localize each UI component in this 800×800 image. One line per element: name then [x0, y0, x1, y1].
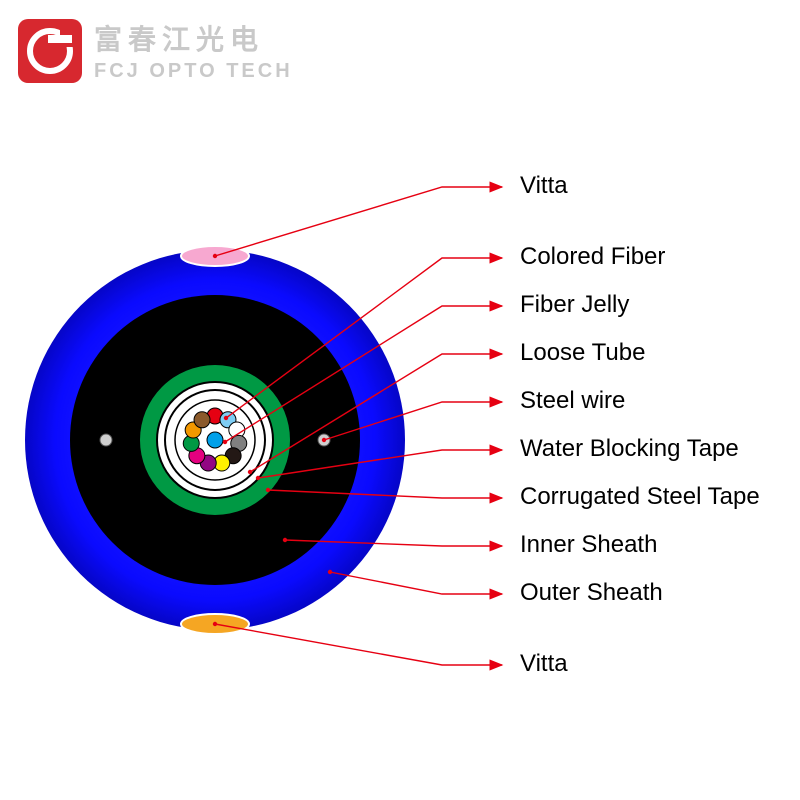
label-corrugated: Corrugated Steel Tape — [520, 483, 760, 511]
label-water_blocking: Water Blocking Tape — [520, 435, 739, 463]
label-colored_fiber: Colored Fiber — [520, 243, 665, 271]
label-outer_sheath: Outer Sheath — [520, 579, 663, 607]
label-steel_wire: Steel wire — [520, 387, 625, 415]
cable-diagram — [0, 0, 800, 800]
label-loose_tube: Loose Tube — [520, 339, 645, 367]
label-fiber_jelly: Fiber Jelly — [520, 291, 629, 319]
label-inner_sheath: Inner Sheath — [520, 531, 657, 559]
label-vitta_top: Vitta — [520, 172, 568, 200]
label-vitta_bottom: Vitta — [520, 650, 568, 678]
